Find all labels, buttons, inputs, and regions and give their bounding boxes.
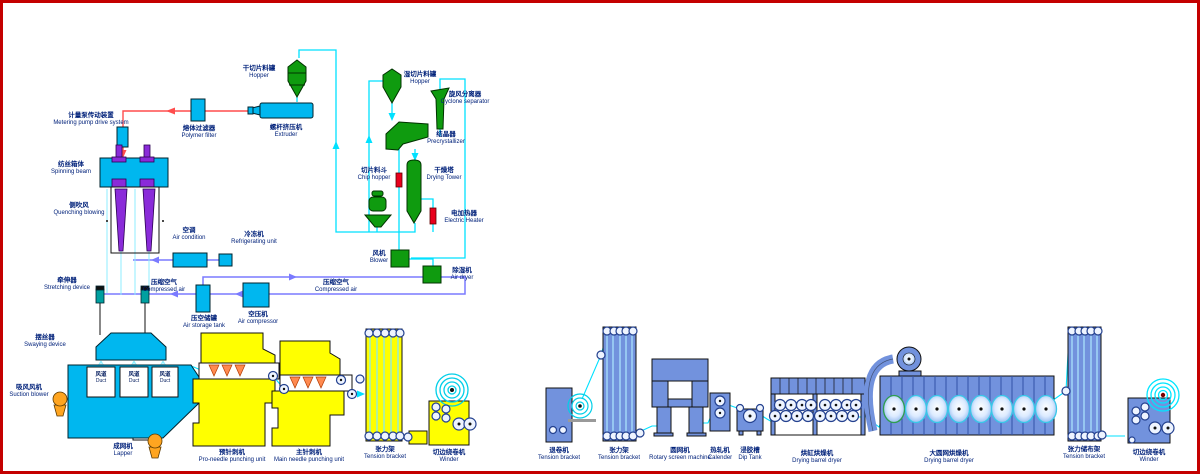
- suction-blower-unit: [52, 391, 68, 417]
- piping-and-equipment-overlay: [52, 49, 1180, 459]
- roller-dots: [271, 374, 1170, 430]
- cyclone-separator: [430, 87, 450, 130]
- extruder-unit: [247, 102, 314, 119]
- electric-heater-1: [395, 172, 403, 188]
- air-condition-unit: [172, 252, 208, 268]
- main-needle-punching-unit: [271, 340, 353, 447]
- pre-needle-punching-unit: [192, 332, 280, 447]
- tension-bracket-blue: [602, 326, 637, 442]
- label-duct-3: 风道 Duct: [159, 372, 171, 384]
- chip-arrows: [332, 113, 419, 161]
- air-compressor-unit: [242, 282, 270, 308]
- label-duct-2: 风道 Duct: [128, 372, 140, 384]
- chip-pipes: [296, 49, 466, 266]
- spinneret-cones: [106, 186, 164, 254]
- refrigerating-unit: [218, 253, 233, 267]
- wet-chip-hopper: [382, 68, 402, 105]
- swaying-device-unit: [95, 332, 167, 361]
- label-duct-1: 风道 Duct: [95, 372, 107, 384]
- melt-arrow-left: [166, 107, 175, 115]
- tension-bracket-yellow: [365, 328, 403, 442]
- air-dryer-unit: [422, 265, 442, 284]
- dry-chip-hopper: [287, 59, 307, 99]
- lapper-pump-unit: [147, 433, 163, 459]
- rollers: [267, 326, 1175, 444]
- air-pipes: [98, 259, 466, 295]
- chip-hopper-unit: [363, 190, 393, 228]
- dryer-drums: [882, 394, 1058, 424]
- unwinder-unit: [545, 387, 596, 443]
- metering-pump-unit: [116, 126, 129, 148]
- melt-pipe: [122, 110, 256, 155]
- rotary-screen-machine: [651, 358, 709, 437]
- air-storage-tank-unit: [195, 284, 211, 313]
- stretching-devices: [95, 285, 150, 304]
- air-arrows: [151, 256, 297, 298]
- electric-heater-2: [429, 207, 437, 225]
- web-arrow-1: [357, 390, 365, 398]
- drying-tower: [406, 159, 422, 224]
- spinning-beam-unit: [99, 144, 169, 188]
- precrystallizer: [385, 121, 429, 151]
- blower-unit: [390, 249, 410, 268]
- polymer-filter-unit: [190, 98, 206, 122]
- tension-storage-bracket: [1067, 326, 1102, 442]
